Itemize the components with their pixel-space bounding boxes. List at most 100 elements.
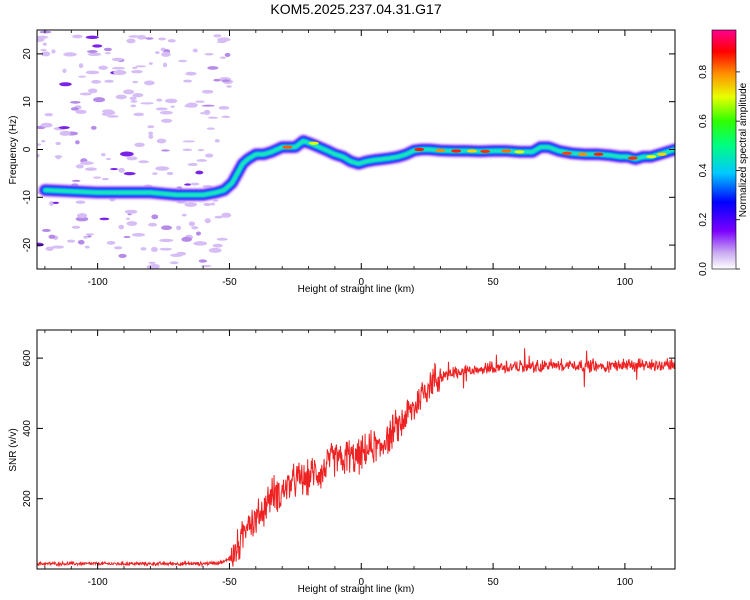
noise-blob (190, 182, 200, 186)
noise-blob (197, 149, 205, 152)
noise-blob (83, 235, 88, 239)
noise-blob (194, 100, 205, 103)
ridge-hotspot (646, 155, 657, 159)
noise-blob (78, 75, 87, 78)
ridge-hotspot (501, 149, 512, 153)
noise-blob (126, 38, 136, 44)
spectrogram-xtick-label: -50 (222, 277, 237, 288)
noise-blob (56, 155, 61, 160)
snr-panel: -100 -50 0 50 100 200 400 600 Height of straigh… (8, 329, 676, 595)
noise-blob (115, 94, 127, 100)
noise-blob (184, 104, 194, 108)
noise-blob (130, 99, 138, 103)
noise-blob (222, 79, 230, 83)
noise-blob (92, 44, 103, 48)
noise-blob (85, 70, 100, 75)
spectrogram-xtick-label: -100 (88, 277, 108, 288)
noise-blob (130, 104, 137, 108)
noise-blob (158, 37, 166, 41)
noise-blob (214, 139, 220, 143)
noise-blob (37, 242, 44, 247)
noise-blob (201, 89, 214, 94)
ridge-hotspot (577, 152, 588, 156)
ridge-hotspot (414, 147, 425, 152)
noise-blob (195, 170, 204, 175)
snr-ytick-label: 200 (22, 490, 33, 507)
noise-blob (201, 104, 215, 107)
noise-blob (216, 40, 227, 44)
noise-blob (156, 98, 163, 102)
noise-blob (118, 167, 125, 173)
ridge-hotspot (561, 151, 572, 155)
noise-blob (132, 93, 144, 98)
snr-xlabel: Height of straight line (km) (298, 584, 415, 595)
snr-xtick-label: -50 (222, 577, 237, 588)
snr-ylabel: SNR (v/v) (8, 428, 19, 471)
ridge-hotspot (435, 148, 446, 153)
noise-blob (109, 168, 119, 171)
noise-blob (183, 79, 193, 83)
noise-blob (205, 153, 214, 158)
noise-blob (208, 247, 222, 253)
noise-blob (203, 202, 212, 207)
noise-blob (45, 246, 54, 251)
noise-blob (155, 166, 170, 171)
spectrogram-ytick-label: 20 (22, 48, 33, 60)
noise-blob (181, 236, 192, 242)
snr-xtick-label: 0 (358, 577, 364, 588)
noise-blob (37, 143, 42, 146)
noise-blob (71, 225, 81, 229)
noise-blob (70, 101, 81, 104)
noise-blob (140, 247, 147, 251)
noise-blob (85, 233, 95, 236)
spectrogram-ytick-label: -20 (22, 237, 33, 252)
noise-blob (123, 235, 131, 239)
noise-blob (41, 51, 51, 57)
noise-blob (210, 202, 216, 206)
noise-blob (62, 68, 67, 73)
noise-blob (90, 125, 97, 130)
noise-blob (161, 118, 173, 123)
noise-blob (126, 156, 138, 161)
noise-blob (218, 105, 230, 110)
noise-blob (166, 171, 174, 176)
snr-ticks: -100 -50 0 50 100 200 400 600 (22, 330, 675, 588)
colorbar-gradient (712, 30, 736, 269)
noise-blob (148, 134, 154, 139)
noise-blob (92, 176, 102, 179)
noise-blob (131, 233, 145, 237)
spectrogram-ylabel: Frequency (Hz) (8, 116, 19, 185)
spectrogram-ridge (38, 134, 675, 202)
noise-blob (204, 52, 214, 56)
noise-blob (216, 237, 228, 241)
noise-blob (159, 110, 173, 115)
noise-blob (98, 65, 108, 70)
noise-blob (147, 82, 155, 85)
noise-blob (165, 98, 178, 104)
noise-blob (107, 115, 119, 118)
noise-blob (140, 102, 154, 105)
ridge-hotspot (282, 145, 293, 149)
noise-blob (84, 245, 90, 249)
noise-blob (79, 92, 92, 96)
noise-blob (148, 222, 158, 227)
noise-blob (130, 69, 143, 74)
snr-series-line (37, 348, 675, 568)
noise-blob (118, 253, 127, 258)
noise-blob (129, 96, 137, 101)
chart-title: KOM5.2025.237.04.31.G17 (270, 1, 441, 17)
spectrogram-xtick-label: 0 (358, 277, 364, 288)
noise-blob (221, 212, 232, 218)
spectrogram-ytick-label: 10 (22, 96, 33, 108)
ridge-hotspot (656, 152, 667, 156)
ridge-hotspot (593, 152, 604, 156)
colorbar-tick-label: 0.2 (698, 212, 709, 226)
noise-blob (151, 246, 158, 252)
noise-blob (132, 66, 138, 69)
noise-blob (207, 66, 219, 70)
spectrogram-noise (37, 30, 234, 269)
noise-blob (111, 57, 124, 62)
noise-blob (135, 65, 147, 68)
